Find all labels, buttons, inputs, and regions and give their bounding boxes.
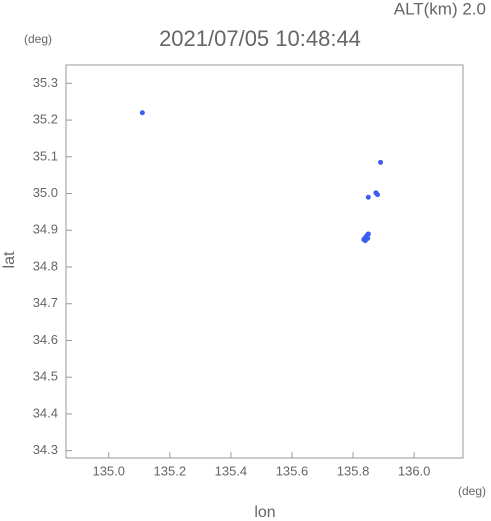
point: [378, 159, 384, 165]
chart-title: 2021/07/05 10:48:44: [159, 26, 361, 51]
y-unit: (deg): [24, 32, 52, 46]
y-tick-label: 34.5: [33, 369, 58, 384]
y-tick-label: 35.3: [33, 75, 58, 90]
x-tick-label: 135.4: [215, 463, 248, 478]
point: [374, 192, 380, 198]
plot-frame: [65, 64, 464, 459]
y-tick-label: 35.0: [33, 185, 58, 200]
x-unit: (deg): [458, 484, 486, 498]
x-tick-label: 135.8: [337, 463, 370, 478]
y-tick-label: 34.7: [33, 295, 58, 310]
x-tick-label: 135.0: [92, 463, 125, 478]
y-axis-label: lat: [1, 251, 18, 268]
point: [365, 231, 371, 237]
y-tick-label: 34.3: [33, 442, 58, 457]
x-tick-label: 136.0: [398, 463, 431, 478]
point: [365, 235, 371, 241]
annotation: ALT(km) 2.0: [394, 0, 486, 18]
x-tick-label: 135.6: [276, 463, 309, 478]
x-axis-label: lon: [254, 504, 275, 521]
y-tick-label: 34.6: [33, 332, 58, 347]
y-tick-label: 34.8: [33, 258, 58, 273]
point: [365, 194, 371, 200]
y-tick-label: 34.9: [33, 222, 58, 237]
y-tick-label: 34.4: [33, 405, 58, 420]
y-tick-label: 35.1: [33, 148, 58, 163]
point: [139, 110, 145, 116]
x-tick-label: 135.2: [154, 463, 187, 478]
y-tick-label: 35.2: [33, 112, 58, 127]
